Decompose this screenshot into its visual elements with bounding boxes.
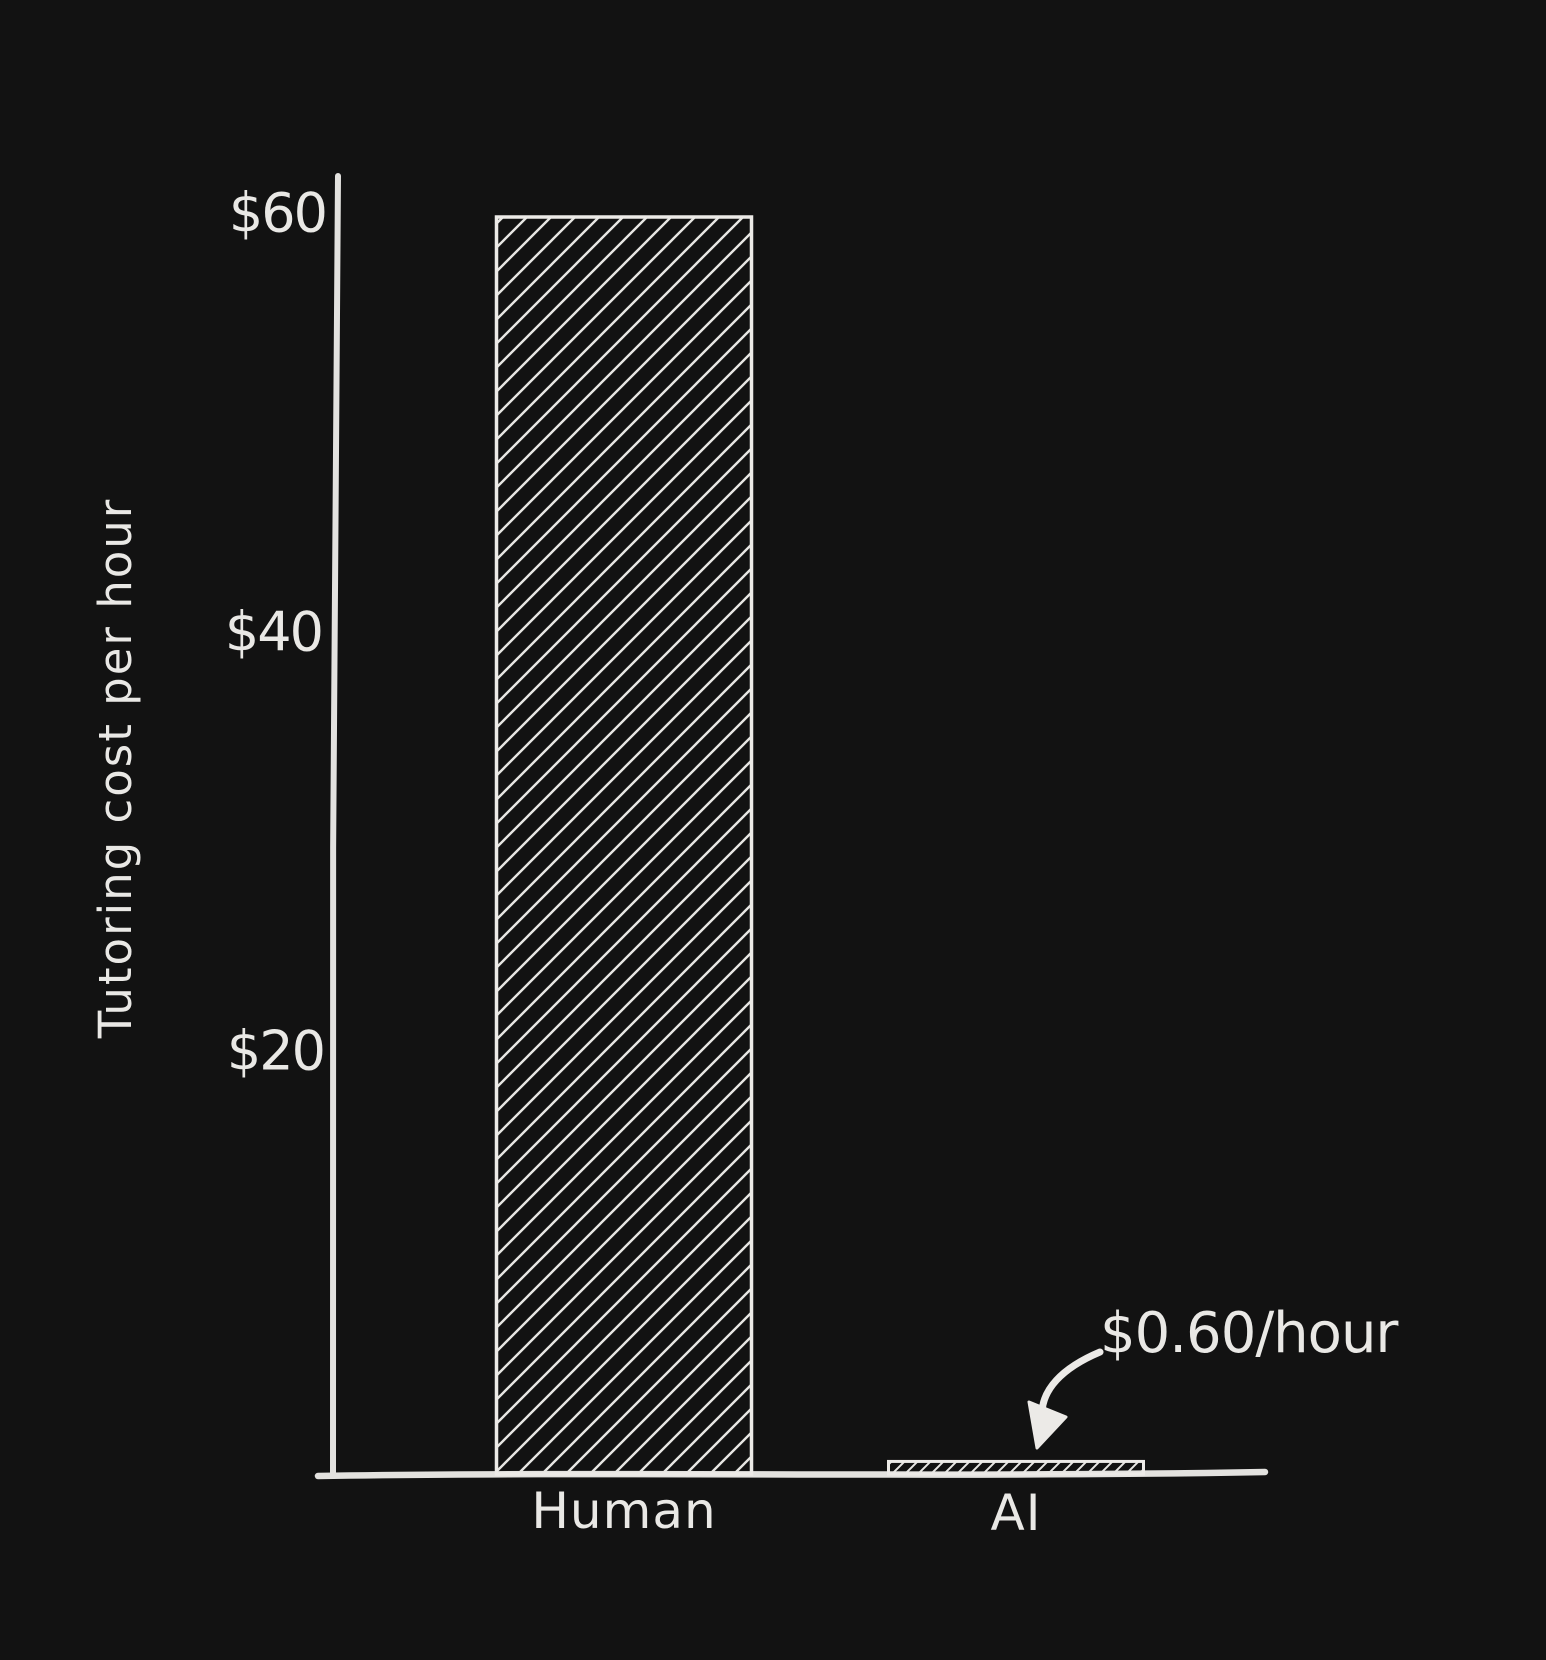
bar-ai: [887, 1459, 1145, 1476]
y-tick-40: $40: [225, 601, 322, 664]
annotation-arrowhead-icon: [1027, 1400, 1068, 1450]
annotation-text: $0.60/hour: [1100, 1301, 1399, 1366]
x-label-ai: AI: [991, 1484, 1042, 1542]
y-tick-60: $60: [229, 182, 326, 245]
bar-human: [494, 215, 754, 1476]
annotation-arrow-line: [1038, 1348, 1104, 1420]
x-label-human: Human: [531, 1482, 716, 1540]
y-axis-line: [329, 173, 341, 1477]
y-tick-20: $20: [227, 1020, 324, 1083]
y-axis-title: Tutoring cost per hour: [89, 498, 142, 1040]
